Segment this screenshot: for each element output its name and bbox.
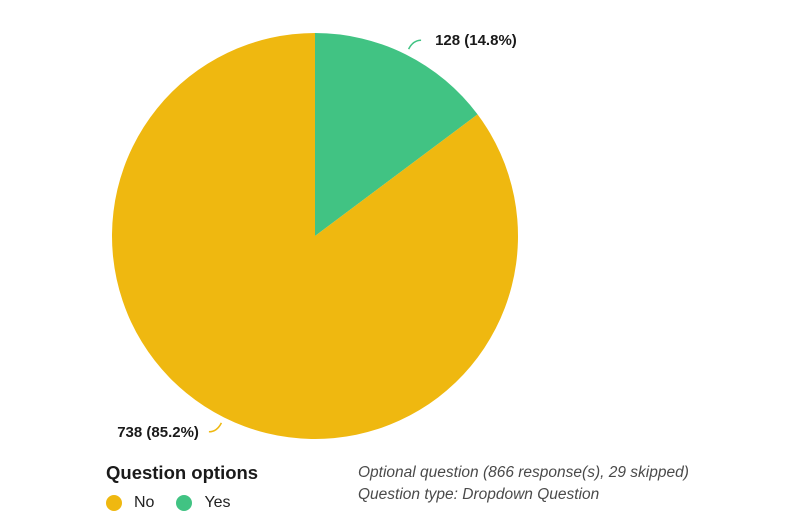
pie-slice-no[interactable] <box>112 33 519 439</box>
legend: Question options No Yes <box>106 462 336 512</box>
label-leaders <box>208 39 422 433</box>
data-label-no: 738 (85.2%) <box>117 424 199 441</box>
question-type: Question type: Dropdown Question <box>358 486 600 503</box>
legend-items: No Yes <box>106 494 336 512</box>
leader-line-yes <box>407 39 422 50</box>
legend-title: Question options <box>106 462 259 483</box>
response-summary: Optional question (866 response(s), 29 s… <box>358 464 689 481</box>
pie-slice-yes[interactable] <box>315 33 478 236</box>
legend-swatch-yes <box>176 495 193 511</box>
question-meta: Optional question (866 response(s), 29 s… <box>358 462 786 506</box>
legend-item-no[interactable]: No <box>106 494 154 512</box>
leader-line-no <box>208 422 223 433</box>
pie-chart-svg: 128 (14.8%) 738 (85.2%) <box>112 32 519 441</box>
pie-slices <box>112 33 519 439</box>
data-labels: 128 (14.8%) 738 (85.2%) <box>117 32 517 441</box>
pie-chart: 128 (14.8%) 738 (85.2%) <box>112 32 519 441</box>
legend-label-no: No <box>134 494 155 511</box>
legend-item-yes[interactable]: Yes <box>176 494 231 512</box>
legend-swatch-no <box>106 495 122 511</box>
data-label-yes: 128 (14.8%) <box>435 32 517 49</box>
legend-label-yes: Yes <box>204 494 231 511</box>
